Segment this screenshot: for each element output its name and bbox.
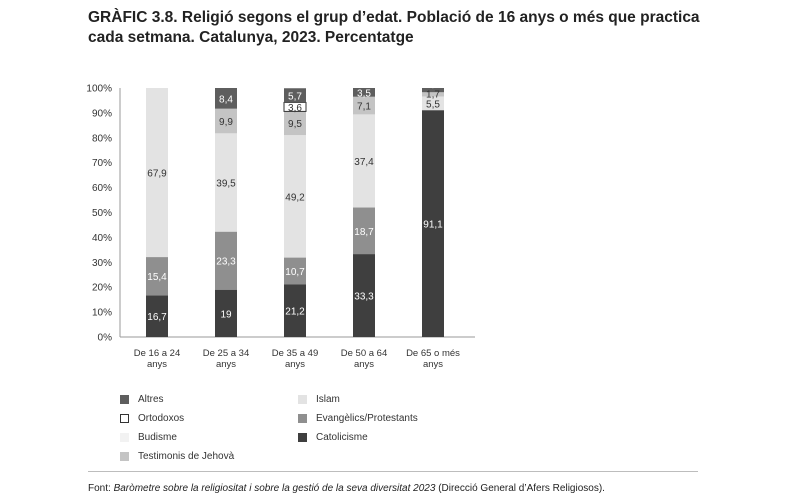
y-tick-label: 50% — [92, 208, 112, 219]
bar-segment — [353, 114, 375, 208]
bar-segment — [422, 96, 444, 111]
bar-segment — [422, 110, 444, 337]
y-tick-label: 30% — [92, 258, 112, 269]
data-label: 15,4 — [147, 272, 167, 283]
y-tick-label: 0% — [98, 333, 113, 344]
x-tick-label: De 35 a 49 anys — [272, 348, 318, 370]
legend-item: Evangèlics/Protestants — [298, 413, 418, 424]
bar-segment — [215, 88, 237, 109]
legend-label: Testimonis de Jehovà — [138, 451, 235, 462]
bar-segment — [284, 135, 306, 258]
y-tick-label: 60% — [92, 183, 112, 194]
legend: Altres Islam Ortodoxos Evangèlics/Protestan… — [120, 394, 680, 464]
y-tick-label: 70% — [92, 158, 112, 169]
legend-item: Ortodoxos — [120, 413, 184, 424]
legend-label: Islam — [316, 394, 340, 405]
x-axis: De 16 a 24 anys De 25 a 34 anys De 35 a 49 an… — [134, 348, 460, 370]
y-tick-label: 100% — [86, 84, 112, 95]
bar-segment — [215, 289, 237, 337]
data-label: 23,3 — [216, 257, 236, 268]
bar-segment — [284, 111, 306, 136]
bar-segment — [422, 92, 444, 97]
chart-title: GRÀFIC 3.8. Religió segons el grup d’eda… — [88, 9, 700, 46]
source-note: Font: Baròmetre sobre la religiositat i … — [88, 483, 605, 494]
data-label: 91,1 — [423, 220, 443, 231]
y-tick-label: 40% — [92, 233, 112, 244]
bar-segment — [146, 88, 168, 258]
legend-label: Ortodoxos — [138, 413, 185, 424]
legend-label: Evangèlics/Protestants — [316, 413, 418, 424]
y-axis: 0% 10% 20% 30% 40% 50% 60% 70% 80% 90% 100% — [86, 84, 475, 344]
bar-segment — [422, 88, 444, 93]
source-publisher: (Direcció General d’Afers Religiosos). — [435, 483, 605, 494]
legend-swatch — [120, 433, 129, 442]
legend-swatch — [298, 395, 307, 404]
data-label: 67,9 — [147, 169, 167, 180]
legend-swatch — [298, 414, 307, 423]
data-label: 3,6 — [288, 103, 302, 114]
data-label: 39,5 — [216, 178, 236, 189]
legend-swatch — [120, 414, 129, 423]
bar-segment — [353, 207, 375, 255]
y-tick-label: 20% — [92, 283, 112, 294]
legend-item: Budisme — [120, 432, 177, 443]
legend-label: Altres — [138, 394, 164, 405]
x-tick-label: De 16 a 24 anys — [134, 348, 180, 370]
x-tick-label: De 65 o més anys — [406, 348, 460, 370]
legend-label: Catolicisme — [316, 432, 368, 443]
y-tick-label: 90% — [92, 108, 112, 119]
y-tick-label: 80% — [92, 133, 112, 144]
bar-segment — [284, 88, 306, 103]
legend-swatch — [120, 452, 129, 461]
data-label: 18,7 — [354, 227, 374, 238]
data-label: 19 — [220, 309, 232, 320]
x-tick-label: De 50 a 64 anys — [341, 348, 387, 370]
legend-item: Islam — [298, 394, 340, 405]
data-label: 5,5 — [426, 99, 440, 110]
divider — [88, 471, 698, 472]
data-label: 1,7 — [426, 89, 440, 100]
source-prefix: Font: — [88, 483, 114, 494]
y-tick-label: 10% — [92, 308, 112, 319]
source-title: Baròmetre sobre la religiositat i sobre … — [113, 483, 436, 494]
bar-segment — [353, 96, 375, 115]
bar-segment — [146, 257, 168, 296]
data-label: 7,1 — [357, 102, 371, 113]
bar-segment — [353, 88, 375, 97]
bar-segment — [284, 257, 306, 285]
data-label: 9,9 — [219, 117, 233, 128]
legend-item: Testimonis de Jehovà — [120, 451, 234, 462]
data-label: 10,7 — [285, 267, 305, 278]
x-tick-label: De 25 a 34 anys — [203, 348, 249, 370]
data-label: 1,7 — [426, 79, 440, 90]
legend-item: Altres — [120, 394, 164, 405]
data-label: 9,5 — [288, 119, 302, 130]
legend-item: Catolicisme — [298, 432, 368, 443]
legend-label: Budisme — [138, 432, 177, 443]
data-label: 5,7 — [288, 91, 302, 102]
bar-segment — [146, 295, 168, 337]
data-label: 16,7 — [147, 312, 167, 323]
bar-segment — [353, 254, 375, 337]
bar-segment — [284, 284, 306, 337]
data-label: 21,2 — [285, 307, 305, 318]
legend-swatch — [120, 395, 129, 404]
data-label: 8,4 — [219, 94, 233, 105]
legend-swatch — [298, 433, 307, 442]
bar-segment — [215, 231, 237, 290]
bar-segment — [215, 108, 237, 134]
data-label: 49,2 — [285, 192, 305, 203]
bars: 16,7 15,4 67,9 19 23,3 39,5 9,9 8,4 21,2 10,7 49,2… — [146, 79, 444, 337]
data-label: 33,3 — [354, 292, 374, 303]
data-label: 3,5 — [357, 88, 371, 99]
data-label: 37,4 — [354, 157, 374, 168]
bar-segment — [215, 133, 237, 232]
